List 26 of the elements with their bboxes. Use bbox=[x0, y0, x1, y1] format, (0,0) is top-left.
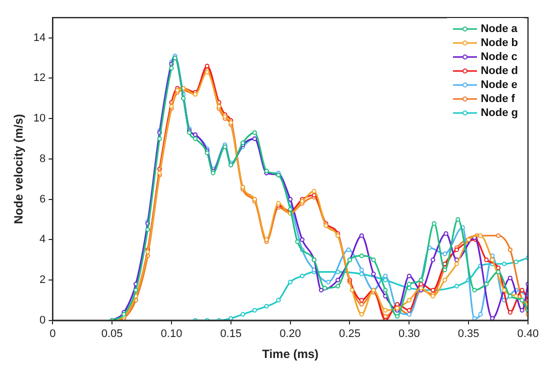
legend-label: Node c bbox=[480, 51, 518, 63]
x-tick-label: 0.15 bbox=[220, 328, 242, 340]
y-tick-label: 0 bbox=[40, 314, 46, 326]
legend-label: Node d bbox=[480, 65, 518, 77]
x-tick-label: 0.25 bbox=[339, 328, 360, 340]
y-tick-label: 14 bbox=[33, 32, 46, 44]
x-tick-label: 0.35 bbox=[458, 328, 480, 340]
x-tick-label: 0.40 bbox=[517, 328, 539, 340]
y-tick-label: 6 bbox=[40, 193, 46, 206]
y-tick-label: 12 bbox=[33, 72, 46, 84]
y-tick-label: 8 bbox=[40, 152, 46, 165]
x-tick-label: 0.05 bbox=[101, 328, 123, 340]
legend-label: Node e bbox=[480, 79, 518, 91]
x-tick-label: 0.20 bbox=[280, 328, 302, 340]
x-tick-label: 0 bbox=[50, 328, 56, 340]
y-tick-label: 2 bbox=[40, 274, 46, 286]
legend-label: Node b bbox=[480, 37, 518, 49]
x-tick-label: 0.10 bbox=[160, 328, 182, 340]
y-tick-label: 10 bbox=[33, 112, 46, 125]
y-tick-label: 4 bbox=[40, 234, 46, 246]
x-axis-title: Time (ms) bbox=[262, 347, 319, 362]
x-tick-label: 0.30 bbox=[398, 328, 420, 340]
y-axis-title: Node velocity (m/s) bbox=[12, 114, 26, 224]
legend-label: Node a bbox=[480, 23, 518, 35]
legend-label: Node f bbox=[480, 93, 515, 105]
legend-label: Node g bbox=[480, 107, 518, 119]
